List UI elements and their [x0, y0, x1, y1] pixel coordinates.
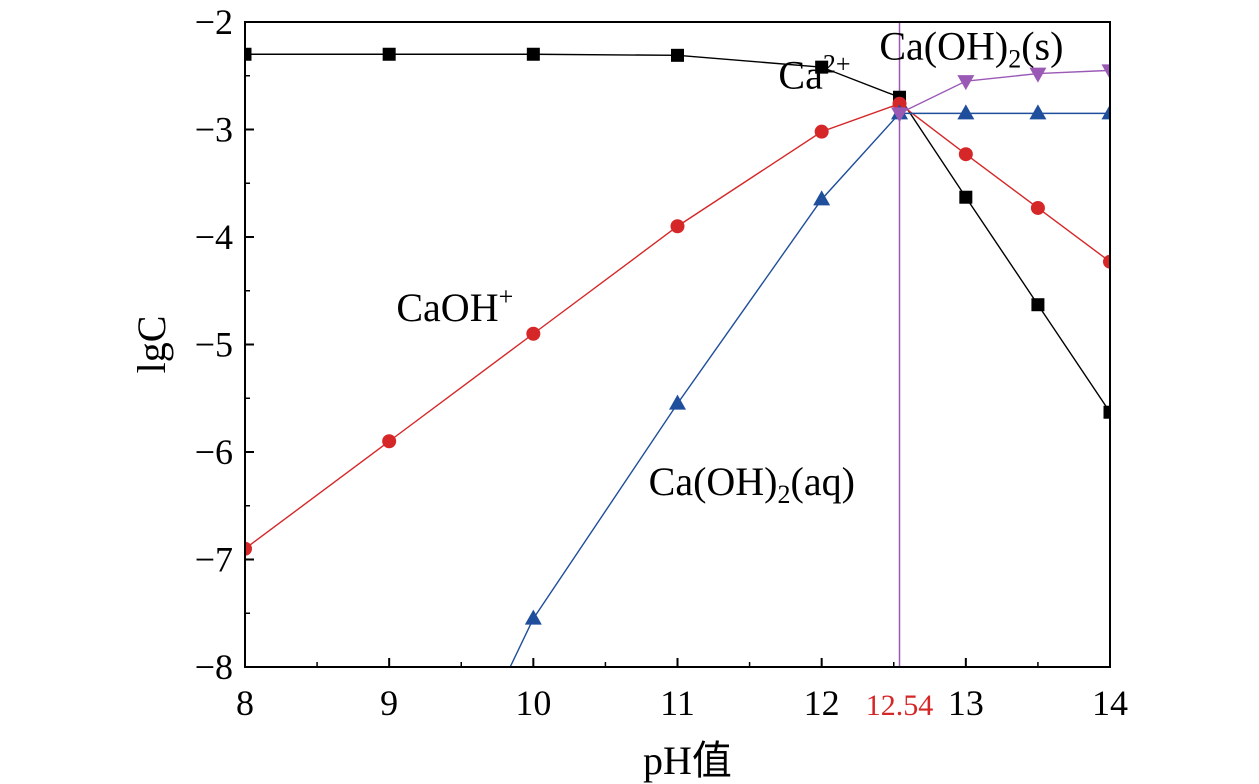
y-tick-label: −5: [195, 325, 233, 365]
data-point-2-1: [669, 394, 686, 410]
annotation-layer: Ca2+ CaOH+ Ca(OH)2(aq) Ca(OH)2(s): [396, 24, 1063, 509]
series-annotation-2: Ca(OH)2(aq): [649, 459, 855, 509]
x-tick-label: 13: [948, 683, 984, 723]
y-tick-label: −3: [195, 110, 233, 150]
data-point-1-1: [382, 434, 397, 449]
series-annotation-0: Ca2+: [778, 50, 850, 98]
series-line-3: [899, 69, 1110, 115]
x-axis-label: pH值: [643, 738, 732, 783]
data-point-3-0: [891, 107, 909, 123]
x-tick-label: 12: [804, 683, 840, 723]
axes-layer: 8 9 10 11 12 13 14 −8 −7 −6 −5 −4 −3 −2 pH值 lgC 12.54: [129, 2, 1128, 783]
data-point-0-3: [671, 48, 684, 62]
data-point-3-1: [957, 75, 975, 91]
data-point-0-6: [959, 190, 973, 204]
series-annotation-1: CaOH+: [396, 282, 513, 330]
series-layer: [245, 22, 1110, 667]
data-point-2-5: [1029, 104, 1047, 120]
data-point-1-8: [1103, 254, 1110, 269]
series-annotation-3: Ca(OH)2(s): [879, 24, 1063, 74]
data-point-2-6: [1101, 104, 1110, 120]
y-tick-label: −7: [195, 540, 233, 580]
data-point-1-5: [892, 96, 907, 111]
data-point-2-2: [813, 190, 831, 206]
x-tick-label: 10: [515, 683, 551, 723]
series-2: [509, 104, 1110, 667]
data-point-0-4: [815, 60, 829, 74]
vline-label: 12.54: [866, 689, 934, 722]
x-tick-label: 8: [236, 683, 254, 723]
data-point-1-3: [670, 219, 685, 234]
series-line-2: [509, 112, 1110, 667]
x-tick-label: 9: [380, 683, 398, 723]
data-point-1-4: [814, 124, 829, 139]
data-point-2-4: [957, 104, 975, 120]
data-point-0-0: [245, 47, 252, 61]
x-tick-label: 14: [1092, 683, 1128, 723]
data-point-0-1: [382, 47, 396, 61]
data-point-0-2: [526, 47, 540, 61]
series-1: [245, 96, 1110, 556]
data-point-1-0: [245, 541, 252, 556]
y-tick-label: −2: [195, 2, 233, 42]
data-point-3-2: [1029, 67, 1047, 83]
data-point-1-2: [526, 326, 541, 341]
data-point-1-6: [958, 147, 973, 162]
x-tick-label: 11: [660, 683, 695, 723]
y-tick-label: −8: [195, 647, 233, 687]
plot-frame: [244, 21, 1111, 668]
y-axis-label: lgC: [129, 316, 174, 374]
data-point-1-7: [1030, 200, 1045, 215]
data-point-2-0: [524, 609, 542, 625]
y-tick-label: −4: [195, 217, 233, 257]
y-tick-label: −6: [195, 432, 233, 472]
data-point-0-8: [1103, 405, 1110, 419]
data-point-0-7: [1031, 298, 1045, 312]
data-point-3-3: [1101, 64, 1110, 80]
series-3: [891, 64, 1110, 123]
